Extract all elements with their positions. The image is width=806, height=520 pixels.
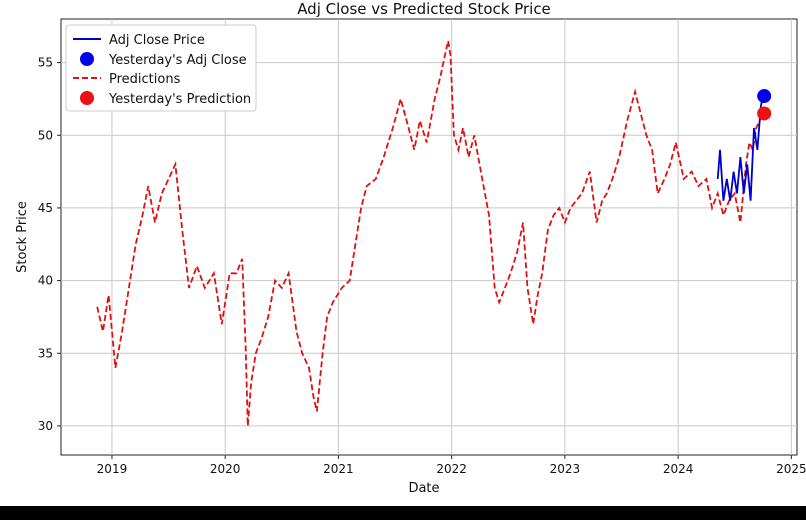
- legend-yesterday-adj-label: Yesterday's Adj Close: [108, 53, 247, 68]
- legend-yesterday-pred-label: Yesterday's Prediction: [108, 92, 251, 107]
- x-tick-label: 2021: [323, 462, 354, 476]
- legend-adj-close-label: Adj Close Price: [109, 33, 205, 48]
- legend-yesterday-pred-marker: [80, 91, 94, 105]
- legend-predictions-label: Predictions: [109, 72, 181, 87]
- points-layer: [757, 89, 772, 121]
- x-tick-label: 2024: [663, 462, 694, 476]
- y-tick-label: 55: [38, 56, 53, 70]
- yesterday-prediction-point: [757, 106, 772, 121]
- legend-yesterday-adj-marker: [80, 52, 94, 66]
- chart-title: Adj Close vs Predicted Stock Price: [297, 0, 551, 18]
- y-axis-ticks: 30 35 40 45 50 55: [38, 56, 61, 433]
- y-tick-label: 35: [38, 346, 53, 360]
- figure-canvas: Adj Close vs Predicted Stock Price 2019 2…: [0, 0, 806, 506]
- series-layer: [96, 40, 764, 426]
- y-axis-label: Stock Price: [15, 201, 30, 273]
- y-tick-label: 50: [38, 128, 53, 142]
- legend-box: [65, 24, 257, 112]
- x-tick-label: 2019: [97, 462, 128, 476]
- yesterday-adj-close-point: [757, 89, 772, 104]
- y-tick-label: 30: [38, 419, 53, 433]
- x-tick-label: 2025: [776, 462, 806, 476]
- x-axis-label: Date: [408, 481, 439, 496]
- x-axis-ticks: 2019 2020 2021 2022 2023 2024 2025: [97, 455, 806, 476]
- x-tick-label: 2022: [436, 462, 467, 476]
- y-tick-label: 45: [38, 201, 53, 215]
- stock-price-chart: Adj Close vs Predicted Stock Price 2019 2…: [15, 0, 806, 496]
- x-tick-label: 2020: [210, 462, 241, 476]
- x-tick-label: 2023: [550, 462, 581, 476]
- predictions-line: [96, 40, 764, 426]
- legend: Adj Close Price Yesterday's Adj Close Pr…: [65, 24, 257, 112]
- adj-close-line: [716, 95, 764, 201]
- y-tick-label: 40: [38, 274, 53, 288]
